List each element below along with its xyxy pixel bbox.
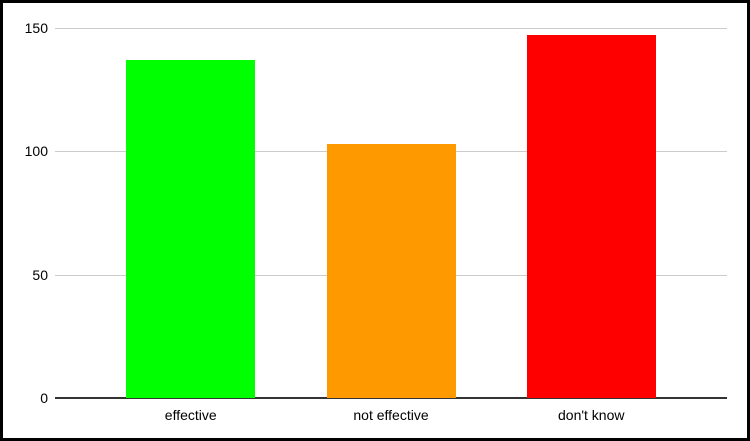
- x-category-label-not-effective: not effective: [353, 407, 429, 423]
- y-tick-label-150: 150: [24, 20, 48, 36]
- y-tick-label-0: 0: [40, 390, 48, 406]
- y-tick-label-50: 50: [32, 266, 48, 283]
- bar-effective: [126, 60, 256, 398]
- x-category-label-effective: effective: [164, 407, 217, 423]
- bar-not-effective: [326, 143, 456, 398]
- gridline-150: [55, 28, 727, 29]
- bar-don-t-know: [526, 35, 656, 398]
- x-axis-line: [55, 397, 727, 399]
- x-category-label-don-t-know: don't know: [558, 407, 625, 423]
- y-tick-label-100: 100: [24, 143, 48, 160]
